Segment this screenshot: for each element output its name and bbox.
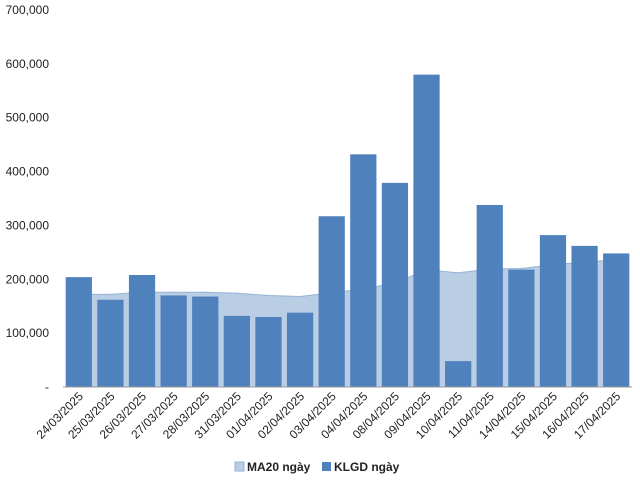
y-axis-ticks: - 100,000 200,000 300,000 400,000 500,000 600,… xyxy=(6,3,50,394)
bar xyxy=(508,269,535,387)
y-tick-label: 300,000 xyxy=(6,218,50,232)
x-axis-ticks: 24/03/202525/03/202526/03/202527/03/2025… xyxy=(34,389,624,442)
legend-swatch-ma20 xyxy=(234,461,245,472)
y-tick-label: - xyxy=(45,380,49,394)
ma20-point xyxy=(204,291,207,294)
ma20-point xyxy=(172,291,175,294)
bar xyxy=(571,245,598,387)
bar xyxy=(381,182,409,387)
bar xyxy=(413,74,440,387)
bar xyxy=(160,295,187,387)
bar xyxy=(65,277,92,387)
legend-label-ma20: MA20 ngày xyxy=(247,460,311,474)
ma20-point xyxy=(267,294,270,297)
bar xyxy=(223,315,250,387)
bar xyxy=(128,274,156,387)
y-tick-label: 200,000 xyxy=(6,272,50,286)
bar xyxy=(97,299,124,387)
ma20-point xyxy=(109,293,112,296)
y-tick-label: 400,000 xyxy=(6,165,50,179)
bar xyxy=(445,361,472,387)
bar xyxy=(476,204,503,387)
ma20-point xyxy=(520,267,523,270)
bar xyxy=(255,316,282,387)
ma20-point xyxy=(457,272,459,274)
y-tick-label: 700,000 xyxy=(6,3,50,17)
legend-swatch-klgd xyxy=(322,462,331,471)
bar xyxy=(603,253,630,387)
bar xyxy=(350,154,377,387)
ma20-point xyxy=(236,292,238,295)
bar-layer xyxy=(65,74,630,387)
ma20-area xyxy=(78,259,617,388)
y-tick-label: 100,000 xyxy=(6,326,50,340)
bar xyxy=(318,216,345,387)
bar xyxy=(286,312,314,387)
y-tick-label: 600,000 xyxy=(6,57,50,71)
legend: MA20 ngày KLGD ngày xyxy=(234,460,400,474)
ma20-area-layer xyxy=(78,259,617,388)
y-tick-label: 500,000 xyxy=(6,111,50,125)
bar xyxy=(192,296,219,387)
legend-label-klgd: KLGD ngày xyxy=(334,460,400,474)
ma20-point xyxy=(299,295,301,298)
bar xyxy=(539,235,567,387)
